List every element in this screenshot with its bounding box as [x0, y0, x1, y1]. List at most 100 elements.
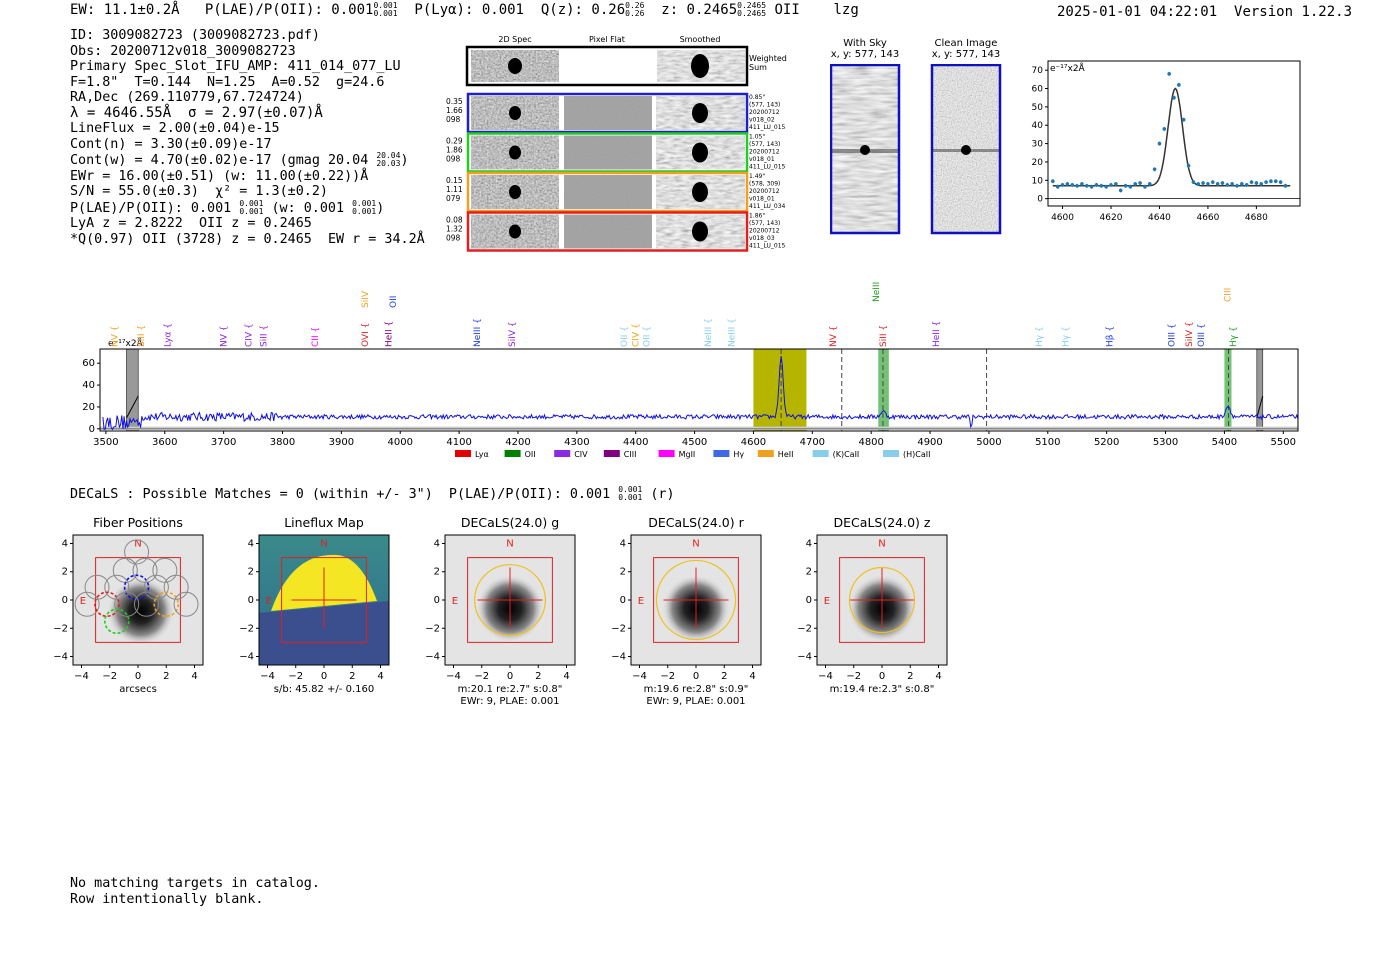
- cutout-row-left-label: 098: [446, 115, 461, 124]
- legend-label: Hγ: [733, 450, 744, 459]
- aperture-box: [653, 557, 739, 643]
- with-sky-title-text: With Sky: [843, 38, 887, 49]
- info-contw-text: Cont(w) = 4.70(±0.02)e-17 (gmag 20.04: [70, 153, 369, 168]
- zoom-ytick-label: 70: [1032, 66, 1044, 76]
- panel-ytick-label: 2: [62, 567, 68, 578]
- panel-title: Lineflux Map: [284, 515, 364, 530]
- spectrum-ytick-label: 0: [89, 424, 95, 435]
- spectrum-line-label: Lyα {: [164, 323, 174, 347]
- panel-xtick-label: −4: [260, 671, 275, 682]
- cutout-row-left-label: 0.08: [446, 216, 463, 225]
- spectrum-xtick-label: 4100: [446, 437, 471, 448]
- weighted-sum-row: [465, 45, 749, 87]
- col-title-smoothed: Smoothed: [680, 35, 721, 44]
- fiber-circle: [94, 591, 120, 618]
- info-obs: Obs: 20200712v018_3009082723: [70, 43, 296, 59]
- cutout-row-right-label: v018_03: [749, 235, 775, 242]
- spectrum-ytick-label: 60: [82, 358, 95, 369]
- zoom-data-point: [1075, 184, 1079, 188]
- zoom-data-point: [1162, 127, 1167, 131]
- zoom-data-point: [1201, 181, 1205, 185]
- fiber-circle: [143, 574, 169, 600]
- zoom-data-point: [1210, 180, 1215, 184]
- cutout-smoothed-source: [692, 103, 708, 123]
- weighted-sum-label2: Sum: [749, 63, 767, 72]
- zoom-data-point: [1249, 180, 1254, 184]
- header-qz-sup: 0.26: [625, 1, 645, 10]
- info-contw-end: ): [400, 153, 409, 168]
- info-contw-sup: 20.04: [376, 151, 401, 160]
- aperture-box: [467, 557, 553, 643]
- legend-swatch: [504, 450, 521, 457]
- panel-caption: s/b: 45.82 +/- 0.160: [274, 684, 374, 695]
- spectrum-flux-line: [102, 356, 1299, 431]
- zoom-data-point: [1230, 182, 1234, 186]
- sky-images: [830, 64, 1002, 235]
- decals-sup: 0.001: [618, 485, 643, 494]
- east-label: E: [638, 596, 644, 607]
- fiber-circle: [74, 591, 100, 617]
- spectrum-line-label: SiII {: [879, 325, 889, 347]
- spectrum-xtick-label: 4900: [917, 437, 942, 448]
- spectrum-xtick-label: 4800: [858, 437, 883, 448]
- spectrum-green-band: [1224, 349, 1232, 431]
- cutout-row-right-label: (578, 309): [749, 181, 780, 188]
- with-sky-title: With Sky x, y: 577, 143: [820, 38, 910, 60]
- spectrum-line-label: SiIV {: [508, 321, 518, 347]
- spectrum-xtick-label: 4500: [682, 437, 707, 448]
- cutout-row-right-label: 1.49": [749, 173, 765, 180]
- header-z-sup: 0.2465: [737, 1, 767, 10]
- zoom-data-point: [1278, 180, 1283, 184]
- legend-swatch: [883, 450, 899, 457]
- panel-ytick-label: −4: [53, 652, 68, 663]
- cutout-row-right-label: 1.86": [749, 213, 765, 220]
- fiber-circle: [84, 574, 110, 600]
- cutout-row-right-label: 411_LU_015: [749, 243, 786, 250]
- panel-xtick-label: 0: [693, 671, 699, 682]
- info-plae-sup: 0.001: [239, 198, 264, 208]
- north-label: N: [506, 538, 513, 549]
- panel-xtick-label: −4: [74, 671, 89, 682]
- panel-xtick-label: −2: [102, 671, 117, 682]
- header-timestamp-version: 2025-01-01 04:22:01 Version 1.22.3: [1057, 4, 1352, 20]
- legend-label: HeII: [778, 450, 794, 459]
- zoom-data-point: [1206, 182, 1210, 186]
- spectrum-xtick-label: 5100: [1035, 437, 1060, 448]
- zoom-data-point: [1080, 182, 1084, 186]
- panel-ytick-label: 2: [806, 567, 812, 578]
- spectrum-line-label: Hγ {: [1229, 326, 1239, 347]
- panel-ytick-label: −4: [797, 652, 812, 663]
- source-blob: [106, 577, 175, 646]
- spectrum-xtick-label: 4300: [564, 437, 589, 448]
- zoom-data-point: [1225, 183, 1230, 187]
- spectrum-xtick-label: 3700: [211, 437, 236, 448]
- panel-ytick-label: 0: [806, 595, 812, 606]
- zoom-data-point: [1084, 184, 1089, 188]
- info-radec: RA,Dec (269.110779,67.724724): [70, 90, 304, 105]
- detection-info: ID: 3009082723 (3009082723.pdf) Obs: 2020…: [70, 28, 425, 247]
- zoom-xtick-label: 4600: [1051, 213, 1074, 223]
- info-plae-text: P(LAE)/P(OII): 0.001: [70, 200, 232, 216]
- info-plae-end: ): [376, 200, 385, 216]
- cutout-2dspec-source: [509, 106, 521, 120]
- legend-swatch: [603, 450, 620, 457]
- spectrum-xtick-label: 4200: [505, 437, 530, 448]
- zoom-data-point: [1235, 184, 1239, 188]
- panel-ytick-label: 2: [248, 567, 254, 578]
- panel-xtick-label: 2: [535, 671, 541, 682]
- zoom-xtick-label: 4620: [1100, 213, 1123, 223]
- legend-swatch: [455, 450, 471, 457]
- cutout-row-right-label: v018_01: [749, 196, 775, 203]
- zoom-data-point: [1070, 183, 1075, 187]
- spectrum-line-label: SiIV: [361, 290, 371, 308]
- zoom-data-point: [1196, 182, 1201, 186]
- spectrum-xtick-label: 5400: [1212, 437, 1237, 448]
- decals-end: (r): [650, 487, 675, 502]
- zoom-data-point: [1172, 95, 1176, 100]
- zoom-ylabel: e⁻¹⁷x2Å: [1050, 62, 1086, 74]
- zoom-data-point: [1177, 83, 1181, 87]
- spectrum-line-label: NeIII: [872, 282, 882, 302]
- zoom-data-point: [1133, 182, 1138, 186]
